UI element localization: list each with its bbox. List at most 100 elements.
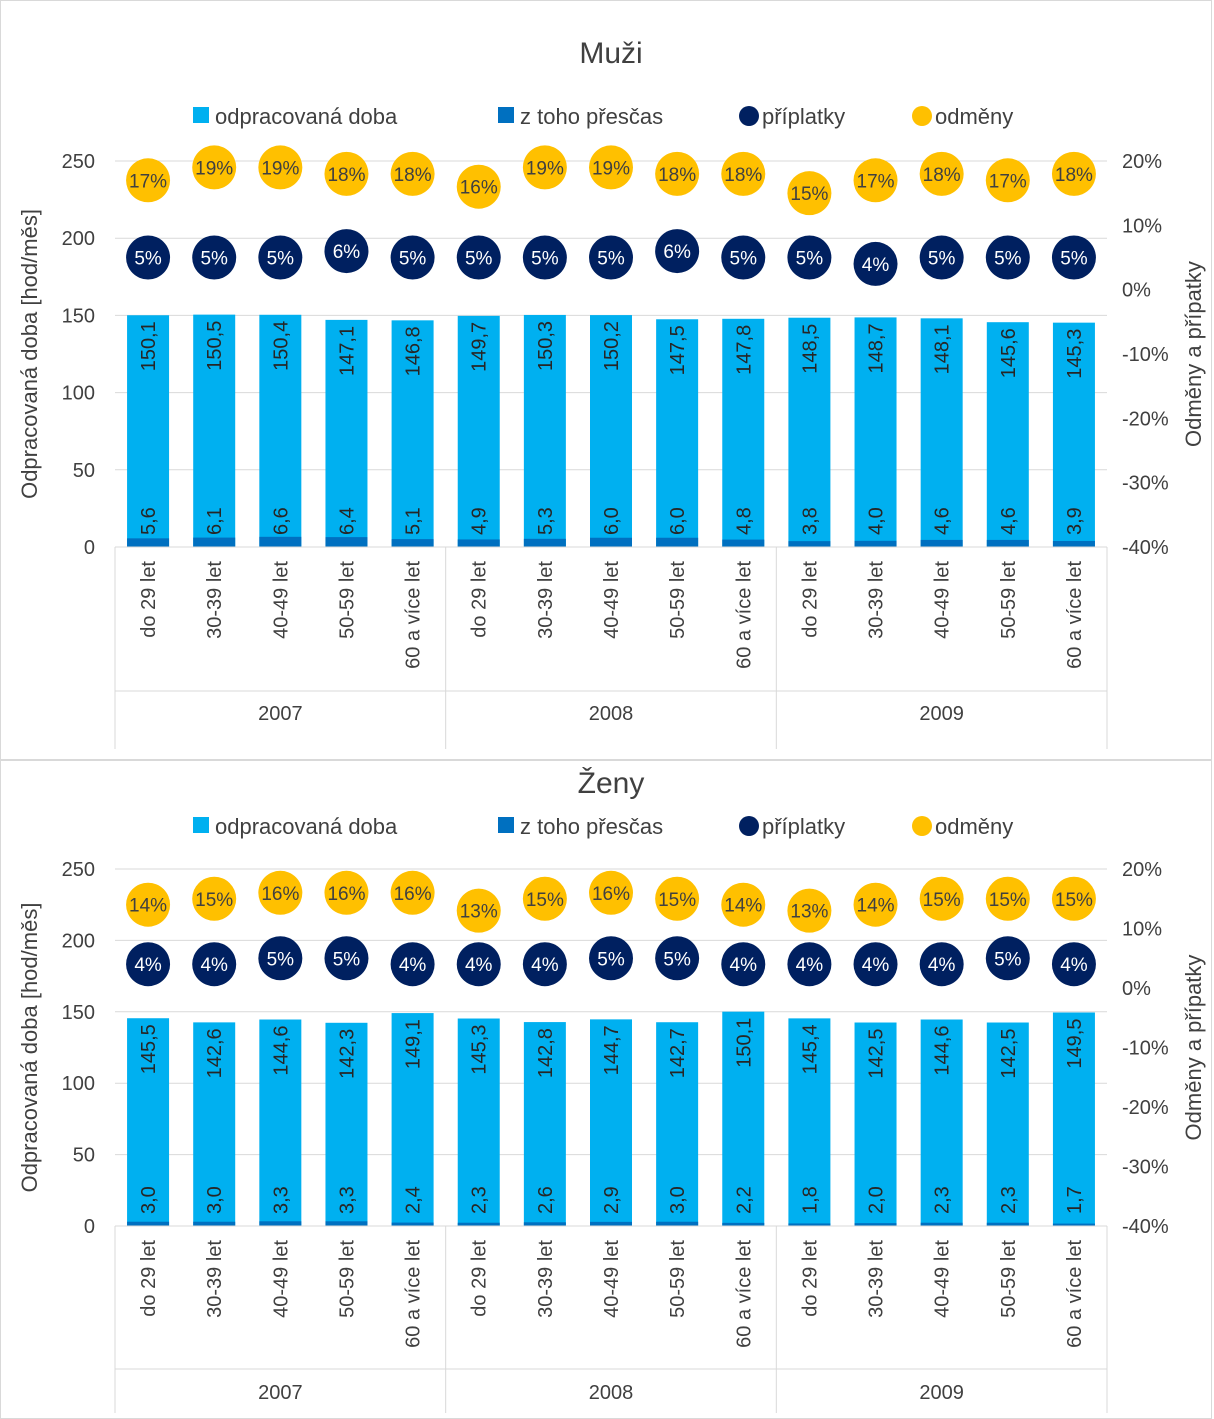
bar-overtime — [722, 539, 765, 547]
point-surcharges — [919, 942, 964, 987]
y2-tick-label: 20% — [1122, 151, 1162, 173]
point-surcharges — [985, 235, 1030, 280]
legend-marker-bonuses — [912, 816, 932, 836]
point-surcharges-label: 5% — [267, 249, 295, 270]
point-bonuses — [655, 151, 700, 196]
point-surcharges-label: 4% — [134, 955, 162, 976]
bar-hours — [788, 317, 831, 547]
x-category-label: 50-59 let — [667, 561, 689, 639]
bar-overtime — [788, 541, 831, 547]
point-bonuses — [390, 870, 435, 915]
bar-hours-label: 150,1 — [138, 321, 160, 371]
bar-hours-label: 148,5 — [799, 324, 821, 374]
bar-hours-label: 147,8 — [733, 325, 755, 375]
bar-overtime — [523, 1222, 566, 1226]
bar-hours — [854, 317, 897, 547]
point-surcharges-label: 4% — [928, 955, 956, 976]
x-category-label: 30-39 let — [866, 1240, 888, 1318]
bar-overtime — [193, 1221, 236, 1226]
bar-overtime-label: 6,1 — [204, 507, 226, 535]
point-surcharges-label: 4% — [796, 955, 824, 976]
bar-overtime — [1052, 540, 1095, 547]
legend-label-overtime: z toho přesčas — [520, 814, 663, 839]
point-surcharges — [192, 235, 237, 280]
bar-hours — [523, 1022, 566, 1226]
y-tick-label: 50 — [73, 460, 95, 482]
bar-hours — [259, 1019, 302, 1226]
point-surcharges — [192, 942, 237, 987]
x-year-label: 2008 — [589, 1382, 634, 1404]
point-surcharges — [126, 235, 171, 280]
x-category-label: 40-49 let — [601, 561, 623, 639]
bar-overtime-label: 6,4 — [336, 507, 358, 535]
bar-overtime-label: 4,0 — [866, 507, 888, 535]
point-surcharges-label: 5% — [730, 249, 758, 270]
bar-hours — [391, 320, 434, 547]
bar-overtime — [259, 1221, 302, 1226]
point-bonuses-label: 16% — [592, 884, 630, 905]
point-surcharges-label: 5% — [994, 249, 1022, 270]
bar-overtime-label: 6,6 — [270, 507, 292, 535]
x-category-label: 50-59 let — [998, 561, 1020, 639]
point-bonuses-label: 18% — [724, 165, 762, 186]
bar-hours-label: 150,4 — [270, 321, 292, 371]
bar-hours-label: 144,6 — [932, 1026, 954, 1076]
legend-swatch-hours — [193, 107, 209, 123]
legend-label-surcharges: příplatky — [762, 814, 845, 839]
bar-overtime — [986, 1222, 1029, 1226]
bar-hours — [193, 314, 236, 547]
point-surcharges-label: 6% — [663, 242, 691, 263]
point-surcharges — [721, 942, 766, 987]
bar-overtime — [590, 537, 632, 547]
bar-hours-label: 150,1 — [733, 1018, 755, 1068]
bar-hours — [920, 1019, 963, 1226]
bar-overtime-label: 5,3 — [535, 507, 557, 535]
point-surcharges — [324, 936, 369, 981]
point-bonuses — [522, 876, 567, 921]
bar-overtime — [854, 540, 897, 547]
point-surcharges-label: 5% — [597, 949, 625, 970]
bar-hours — [457, 315, 500, 547]
x-category-label: 60 a více let — [403, 561, 425, 669]
bar-hours-label: 149,5 — [1064, 1019, 1086, 1069]
point-bonuses-label: 18% — [1055, 165, 1093, 186]
point-surcharges — [522, 942, 567, 987]
bar-overtime-label: 1,7 — [1064, 1186, 1086, 1214]
bar-hours — [1052, 322, 1095, 547]
x-category-label: do 29 let — [138, 1240, 160, 1317]
chart-zeny: Ženy odpracovaná doba z toho přesčas přípla… — [17, 767, 1206, 1413]
bar-hours-label: 148,7 — [866, 323, 888, 373]
y2-tick-label: -40% — [1122, 537, 1169, 559]
bar-overtime — [457, 1222, 500, 1226]
bar-overtime — [391, 1222, 434, 1226]
bar-overtime — [656, 1221, 699, 1226]
bar-hours-label: 145,6 — [998, 328, 1020, 378]
point-bonuses — [456, 164, 501, 209]
x-category-label: do 29 let — [469, 561, 491, 638]
bar-overtime-label: 3,3 — [336, 1186, 358, 1214]
point-bonuses-label: 17% — [857, 171, 895, 192]
legend-swatch-overtime — [498, 817, 514, 833]
bar-overtime — [457, 539, 500, 547]
x-category-label: 30-39 let — [535, 561, 557, 639]
y-tick-label: 150 — [62, 305, 95, 327]
y2-axis-title: Odměny a přípatky — [1181, 955, 1206, 1141]
point-surcharges-label: 5% — [134, 249, 162, 270]
point-bonuses-label: 17% — [989, 171, 1027, 192]
y-tick-label: 250 — [62, 151, 95, 173]
point-bonuses-label: 14% — [857, 896, 895, 917]
point-surcharges — [589, 235, 633, 280]
point-bonuses-label: 13% — [790, 902, 828, 923]
point-surcharges-label: 5% — [597, 249, 625, 270]
y2-tick-label: -20% — [1122, 1097, 1169, 1119]
bar-hours — [854, 1022, 897, 1226]
bar-overtime-label: 2,4 — [403, 1186, 425, 1214]
x-category-label: do 29 let — [138, 561, 160, 638]
point-bonuses — [456, 888, 501, 933]
point-bonuses-label: 17% — [129, 171, 167, 192]
bar-overtime — [259, 536, 302, 547]
y2-tick-label: -30% — [1122, 473, 1169, 495]
point-surcharges — [787, 235, 832, 280]
bar-overtime-label: 6,0 — [601, 507, 623, 535]
legend-label-overtime: z toho přesčas — [520, 104, 663, 129]
